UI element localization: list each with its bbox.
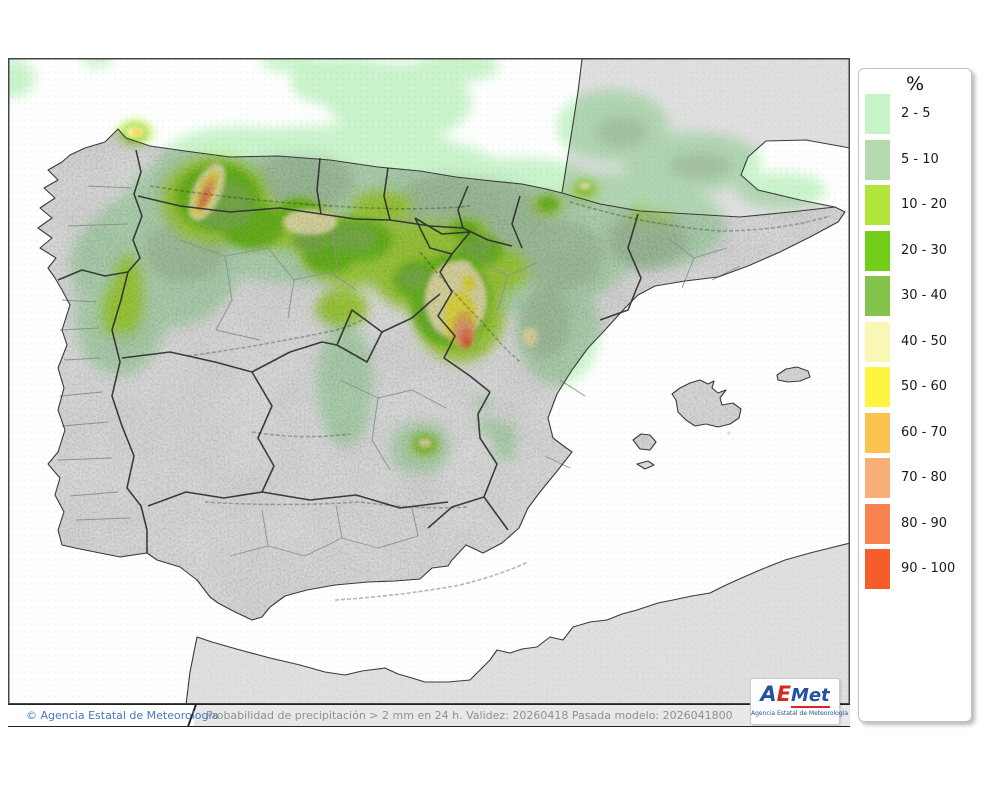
logo-letter-a: A — [760, 682, 777, 706]
legend-label: 20 - 30 — [901, 242, 948, 258]
legend-title: % — [905, 73, 925, 95]
legend-row: 10 - 20 — [865, 185, 971, 231]
legend-row: 30 - 40 — [865, 276, 971, 322]
legend-swatch — [865, 185, 890, 225]
legend-label: 30 - 40 — [901, 288, 948, 303]
footer-copyright-section — [8, 705, 194, 726]
aemet-logo-subtitle: Agencia Estatal de Meteorología — [751, 710, 848, 717]
legend-label: 2 - 5 — [901, 106, 931, 121]
legend-label: 5 - 10 — [901, 151, 939, 167]
legend-rows: 2 - 5 5 - 10 10 - 20 20 - 30 30 - 40 40 … — [859, 94, 971, 595]
legend-row: 50 - 60 — [865, 367, 971, 413]
legend-row: 20 - 30 — [865, 230, 971, 277]
logo-letters-met: Met — [790, 685, 830, 708]
legend-swatch — [865, 139, 890, 180]
legend-label: 70 - 80 — [901, 470, 948, 485]
legend-label: 40 - 50 — [901, 333, 948, 349]
legend-label: 80 - 90 — [901, 515, 948, 531]
legend-swatch — [865, 367, 890, 407]
logo-letter-e: E — [776, 682, 791, 706]
legend-label: 60 - 70 — [901, 424, 948, 440]
legend-row: 70 - 80 — [865, 458, 971, 504]
legend-swatch — [865, 503, 890, 544]
footer-info-text: Probabilidad de precipitación > 2 mm en … — [206, 709, 733, 722]
legend-row: 40 - 50 — [865, 321, 971, 368]
legend-swatch — [865, 321, 890, 362]
map-frame — [8, 58, 850, 704]
copyright-text: © Agencia Estatal de Meteorología — [26, 709, 219, 722]
legend-swatch — [865, 230, 890, 271]
legend-row: 90 - 100 — [865, 549, 971, 595]
legend-label: 90 - 100 — [901, 561, 956, 576]
legend-row: 2 - 5 — [865, 94, 971, 140]
legend-swatch — [865, 458, 890, 498]
aemet-logo: AEMet Agencia Estatal de Meteorología — [750, 678, 848, 725]
precipitation-overlay — [8, 58, 827, 474]
region-borders — [57, 149, 642, 553]
legend-swatch — [865, 94, 890, 134]
legend-swatch — [865, 549, 890, 589]
legend-swatch — [865, 412, 890, 453]
map-area — [8, 58, 850, 704]
coastlines — [37, 58, 850, 704]
legend-row: 60 - 70 — [865, 412, 971, 459]
footer-bar: © Agencia Estatal de Meteorología Probab… — [8, 704, 850, 727]
legend-row: 80 - 90 — [865, 503, 971, 550]
spain-precipitation-map — [8, 58, 850, 704]
legend-label: 10 - 20 — [901, 197, 948, 212]
aemet-logo-text: AEMet — [751, 682, 839, 708]
legend-swatch — [865, 276, 890, 316]
legend-row: 5 - 10 — [865, 139, 971, 186]
legend-label: 50 - 60 — [901, 379, 948, 394]
province-borders — [57, 185, 741, 557]
legend-panel: % 2 - 5 5 - 10 10 - 20 20 - 30 30 - 40 4… — [858, 68, 972, 722]
